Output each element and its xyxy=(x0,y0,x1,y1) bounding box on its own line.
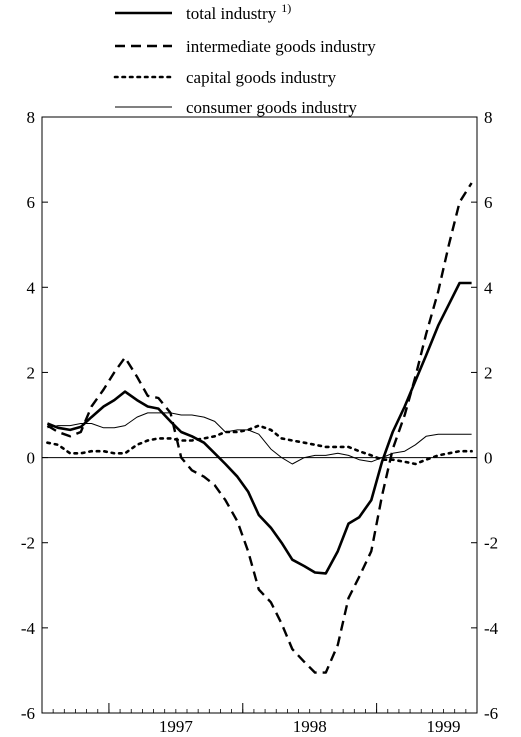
legend-label-3: capital goods industry xyxy=(186,68,337,87)
legend: total industry 1) intermediate goods indus… xyxy=(113,1,376,117)
y-tick-label-right-4: 2 xyxy=(484,363,493,382)
y-tick-label-left-0: -6 xyxy=(21,704,35,723)
series-group xyxy=(46,182,473,674)
y-tick-label-right-5: 4 xyxy=(484,278,493,297)
series-line-3 xyxy=(46,424,473,466)
x-tick-label-0: 1997 xyxy=(159,717,194,736)
y-tick-label-right-1: -4 xyxy=(484,619,499,638)
y-tick-label-right-6: 6 xyxy=(484,193,493,212)
y-tick-label-left-1: -4 xyxy=(21,619,36,638)
y-tick-label-right-7: 8 xyxy=(484,108,493,127)
y-tick-label-left-5: 4 xyxy=(27,278,36,297)
y-tick-label-right-3: 0 xyxy=(484,449,493,468)
x-tick-label-1: 1998 xyxy=(293,717,327,736)
y-tick-label-right-0: -6 xyxy=(484,704,498,723)
legend-label-1: total industry xyxy=(186,4,277,23)
legend-footnote-1: 1) xyxy=(281,1,291,15)
series-line-1 xyxy=(46,281,472,575)
x-tick-label-2: 1999 xyxy=(427,717,461,736)
y-tick-label-left-7: 8 xyxy=(27,108,36,127)
plot-frame xyxy=(41,116,478,714)
y-tick-label-right-2: -2 xyxy=(484,534,498,553)
y-tick-label-left-3: 0 xyxy=(27,449,36,468)
axes: -6 -6 -4 -4 -2 -2 0 0 2 2 4 4 6 6 8 8 1997 1998 1999 xyxy=(21,108,499,736)
series-line-4 xyxy=(47,412,472,465)
y-tick-label-left-2: -2 xyxy=(21,534,35,553)
series-line-2 xyxy=(46,182,473,674)
legend-label-2: intermediate goods industry xyxy=(186,37,376,56)
y-tick-label-left-6: 6 xyxy=(27,193,36,212)
y-tick-label-left-4: 2 xyxy=(27,363,36,382)
legend-label-4: consumer goods industry xyxy=(186,98,357,117)
